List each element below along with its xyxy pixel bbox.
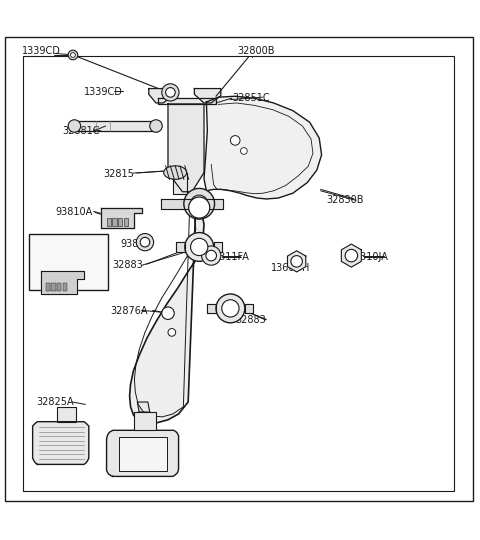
- Text: 32830B: 32830B: [326, 195, 364, 205]
- Polygon shape: [158, 98, 216, 104]
- Text: 93810A: 93810A: [55, 207, 93, 218]
- Polygon shape: [168, 104, 204, 192]
- Circle shape: [191, 195, 208, 212]
- Polygon shape: [288, 251, 306, 272]
- Text: (130429-): (130429-): [31, 242, 72, 252]
- Text: 1360GH: 1360GH: [271, 262, 311, 273]
- Polygon shape: [33, 422, 89, 464]
- Circle shape: [206, 251, 216, 261]
- Text: 32851C: 32851C: [233, 93, 270, 103]
- Circle shape: [184, 188, 215, 219]
- Bar: [46, 284, 50, 291]
- Text: 1339CD: 1339CD: [84, 87, 123, 97]
- Polygon shape: [149, 89, 173, 103]
- Circle shape: [136, 233, 154, 251]
- Circle shape: [345, 249, 358, 262]
- Circle shape: [191, 238, 208, 255]
- Polygon shape: [341, 244, 361, 267]
- Circle shape: [162, 84, 179, 101]
- Circle shape: [150, 120, 162, 132]
- Bar: [112, 218, 117, 226]
- Bar: [57, 407, 76, 422]
- Polygon shape: [137, 402, 150, 412]
- Bar: [23, 56, 454, 491]
- Circle shape: [230, 136, 240, 145]
- Circle shape: [222, 300, 239, 317]
- Text: 1339CD: 1339CD: [22, 46, 60, 56]
- Circle shape: [68, 120, 81, 132]
- Bar: [119, 437, 167, 471]
- Bar: [63, 284, 67, 291]
- Polygon shape: [173, 173, 187, 194]
- Text: 32881C: 32881C: [62, 126, 100, 136]
- Bar: [51, 284, 56, 291]
- Circle shape: [291, 255, 302, 267]
- Bar: [118, 218, 122, 226]
- Text: 32800B: 32800B: [238, 46, 275, 56]
- Circle shape: [240, 147, 247, 154]
- Polygon shape: [161, 199, 223, 208]
- Circle shape: [68, 50, 78, 60]
- Polygon shape: [107, 430, 179, 476]
- Text: 32883: 32883: [113, 260, 144, 270]
- Circle shape: [168, 328, 176, 336]
- Polygon shape: [245, 303, 253, 313]
- Ellipse shape: [164, 166, 187, 179]
- Polygon shape: [130, 203, 204, 423]
- Circle shape: [185, 233, 214, 261]
- Text: 32815: 32815: [103, 169, 134, 179]
- Circle shape: [216, 294, 245, 323]
- Polygon shape: [194, 89, 221, 103]
- Circle shape: [166, 87, 175, 97]
- Polygon shape: [74, 121, 158, 131]
- Text: 93810A: 93810A: [38, 255, 76, 265]
- Polygon shape: [101, 207, 142, 228]
- Text: 32876A: 32876A: [110, 306, 148, 316]
- Polygon shape: [214, 242, 222, 252]
- Polygon shape: [176, 242, 185, 252]
- Bar: [57, 284, 61, 291]
- Bar: [107, 218, 111, 226]
- Circle shape: [189, 197, 210, 218]
- Polygon shape: [207, 303, 216, 313]
- Polygon shape: [41, 272, 84, 294]
- Text: 93812: 93812: [120, 239, 151, 248]
- Circle shape: [162, 307, 174, 320]
- Text: 1310JA: 1310JA: [355, 252, 389, 262]
- Text: 32883: 32883: [235, 315, 266, 326]
- Text: 32825A: 32825A: [36, 397, 73, 407]
- Bar: [29, 233, 108, 290]
- Polygon shape: [204, 96, 322, 199]
- Text: 1311FA: 1311FA: [214, 252, 250, 262]
- Circle shape: [202, 246, 221, 265]
- Circle shape: [140, 238, 150, 247]
- Circle shape: [71, 52, 75, 57]
- Bar: [124, 218, 128, 226]
- Bar: [134, 412, 156, 430]
